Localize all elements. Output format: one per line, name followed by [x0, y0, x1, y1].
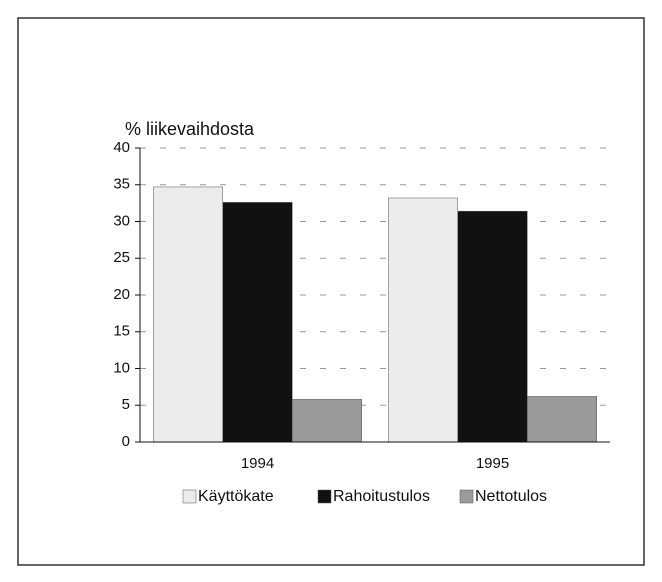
bar	[527, 396, 597, 443]
legend-label: Nettotulos	[475, 488, 547, 505]
y-tick-label: 30	[113, 212, 130, 229]
y-tick-label: 35	[113, 176, 130, 193]
y-tick-label: 20	[113, 286, 130, 303]
bar	[222, 202, 293, 443]
y-axis-title: % liikevaihdosta	[125, 119, 255, 139]
legend-label: Käyttökate	[198, 488, 274, 505]
frame	[17, 17, 645, 566]
legend-label: Rahoitustulos	[333, 488, 430, 505]
y-tick-label: 25	[113, 249, 130, 266]
y-tick-label: 0	[122, 433, 130, 450]
legend-swatch	[317, 489, 332, 504]
y-tick-label: 15	[113, 323, 130, 340]
bar	[388, 197, 458, 443]
bar	[292, 399, 362, 443]
x-tick-label: 1995	[476, 455, 509, 472]
bar	[153, 186, 223, 443]
legend-swatch	[182, 489, 197, 504]
bar	[457, 210, 528, 443]
y-tick-label: 40	[113, 139, 130, 156]
legend-swatch	[459, 489, 474, 504]
x-tick-label: 1994	[241, 455, 274, 472]
y-tick-label: 5	[122, 396, 130, 413]
y-tick-label: 10	[113, 359, 130, 376]
